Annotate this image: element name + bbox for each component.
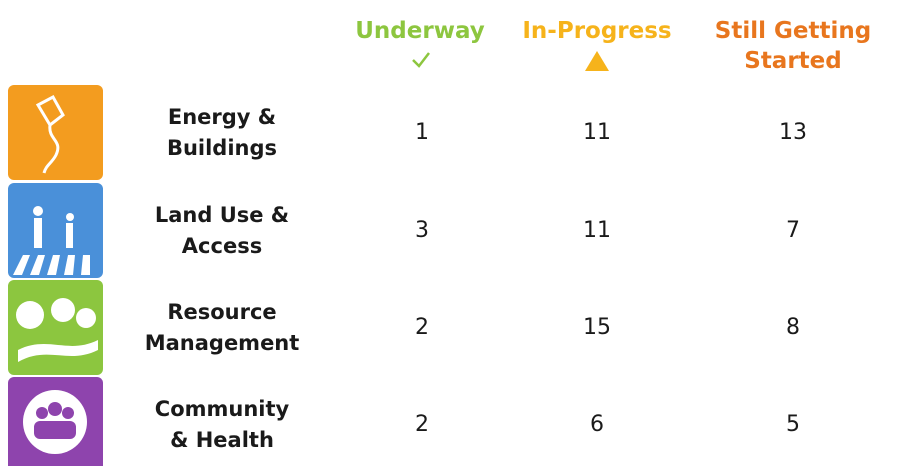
column-header: Still Getting Started (714, 18, 872, 74)
land-use-icon (8, 183, 103, 278)
cell-value: 2 (415, 315, 429, 340)
row-label: Land Use & Access (154, 202, 290, 258)
cell-value: 11 (583, 120, 611, 145)
cell-value: 6 (590, 412, 604, 437)
row-label: Resource Management (144, 299, 300, 355)
cell-value: 3 (415, 218, 429, 243)
triangle-icon (585, 51, 609, 71)
energy-icon (8, 85, 103, 180)
column-header: Underway (355, 18, 485, 44)
row-label: Community & Health (154, 396, 290, 452)
cell-value: 15 (583, 315, 611, 340)
check-icon (412, 52, 430, 68)
cell-value: 8 (786, 315, 800, 340)
cell-value: 7 (786, 218, 800, 243)
cell-value: 5 (786, 412, 800, 437)
cell-value: 1 (415, 120, 429, 145)
cell-value: 11 (583, 218, 611, 243)
community-icon (8, 377, 103, 466)
column-header: In-Progress (522, 18, 672, 44)
resource-icon (8, 280, 103, 375)
cell-value: 13 (779, 120, 807, 145)
cell-value: 2 (415, 412, 429, 437)
row-label: Energy & Buildings (166, 104, 278, 160)
